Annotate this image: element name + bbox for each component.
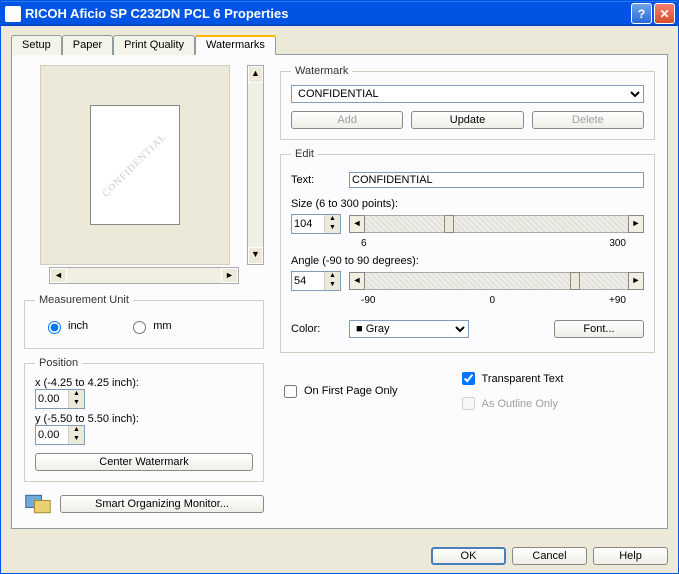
first-page-only-checkbox[interactable]: On First Page Only (280, 369, 398, 413)
slider-right-icon[interactable]: ► (628, 215, 644, 233)
tab-strip: Setup Paper Print Quality Watermarks (11, 34, 668, 54)
transparent-text-checkbox[interactable]: Transparent Text (458, 369, 564, 388)
monitor-icon (24, 490, 52, 518)
text-label: Text: (291, 174, 341, 186)
watermark-legend: Watermark (291, 65, 352, 77)
preview-area: CONFIDENTIAL (40, 65, 230, 265)
printer-icon (5, 6, 21, 22)
radio-mm-input[interactable] (133, 321, 146, 334)
position-x-input[interactable] (36, 390, 68, 408)
preview-hscroll[interactable]: ◄ ► (49, 267, 239, 284)
scroll-up-icon[interactable]: ▲ (248, 66, 263, 83)
preview-watermark-text: CONFIDENTIAL (100, 131, 168, 199)
angle-spinner[interactable]: ▲▼ (291, 271, 341, 291)
delete-button: Delete (532, 111, 644, 129)
cancel-button[interactable]: Cancel (512, 547, 587, 565)
smart-organizing-monitor-button[interactable]: Smart Organizing Monitor... (60, 495, 264, 513)
properties-dialog: RICOH Aficio SP C232DN PCL 6 Properties … (0, 0, 679, 574)
position-y-label: y (-5.50 to 5.50 inch): (35, 413, 253, 425)
edit-legend: Edit (291, 148, 318, 160)
text-input[interactable] (349, 172, 644, 188)
tab-watermarks[interactable]: Watermarks (195, 35, 276, 55)
titlebar: RICOH Aficio SP C232DN PCL 6 Properties … (1, 1, 678, 26)
position-x-label: x (-4.25 to 4.25 inch): (35, 377, 253, 389)
slider-left-icon[interactable]: ◄ (349, 272, 365, 290)
client-area: Setup Paper Print Quality Watermarks CON… (1, 26, 678, 539)
scroll-right-icon[interactable]: ► (221, 268, 238, 283)
size-slider[interactable]: ◄ ► (349, 215, 644, 233)
scroll-left-icon[interactable]: ◄ (50, 268, 67, 283)
spin-up-icon[interactable]: ▲ (324, 272, 340, 281)
spin-down-icon[interactable]: ▼ (68, 435, 84, 444)
color-select[interactable]: ■ Gray (349, 320, 469, 338)
position-y-spinner[interactable]: ▲▼ (35, 425, 85, 445)
ok-button[interactable]: OK (431, 547, 506, 565)
position-y-input[interactable] (36, 426, 68, 444)
angle-min: -90 (361, 295, 375, 306)
radio-mm[interactable]: mm (128, 318, 171, 334)
edit-group: Edit Text: Size (6 to 300 points): ▲▼ (280, 148, 655, 353)
spin-up-icon[interactable]: ▲ (68, 390, 84, 399)
angle-input[interactable] (292, 272, 324, 290)
as-outline-only-checkbox: As Outline Only (458, 394, 564, 413)
tab-print-quality[interactable]: Print Quality (113, 35, 195, 55)
spin-down-icon[interactable]: ▼ (324, 224, 340, 233)
size-input[interactable] (292, 215, 324, 233)
angle-max: +90 (609, 295, 626, 306)
position-group: Position x (-4.25 to 4.25 inch): ▲▼ y (-… (24, 357, 264, 482)
window-title: RICOH Aficio SP C232DN PCL 6 Properties (25, 6, 629, 21)
measurement-unit-group: Measurement Unit inch mm (24, 294, 264, 349)
watermark-select[interactable]: CONFIDENTIAL (291, 85, 644, 103)
position-x-spinner[interactable]: ▲▼ (35, 389, 85, 409)
first-page-only-input[interactable] (284, 385, 297, 398)
tab-setup[interactable]: Setup (11, 35, 62, 55)
dialog-footer: OK Cancel Help (1, 539, 678, 573)
update-button[interactable]: Update (411, 111, 523, 129)
size-max: 300 (609, 238, 626, 249)
center-watermark-button[interactable]: Center Watermark (35, 453, 253, 471)
spin-up-icon[interactable]: ▲ (68, 426, 84, 435)
spin-down-icon[interactable]: ▼ (324, 281, 340, 290)
add-button: Add (291, 111, 403, 129)
angle-label: Angle (-90 to 90 degrees): (291, 255, 644, 267)
watermark-group: Watermark CONFIDENTIAL Add Update Delete (280, 65, 655, 140)
size-min: 6 (361, 238, 367, 249)
tab-paper[interactable]: Paper (62, 35, 113, 55)
position-legend: Position (35, 357, 82, 369)
close-button[interactable]: ✕ (654, 3, 675, 24)
angle-slider[interactable]: ◄ ► (349, 272, 644, 290)
size-label: Size (6 to 300 points): (291, 198, 644, 210)
tab-panel-watermarks: CONFIDENTIAL ▲ ▼ ◄ ► Measurement Unit (11, 54, 668, 529)
preview-page: CONFIDENTIAL (90, 105, 180, 225)
angle-mid: 0 (489, 295, 495, 306)
size-spinner[interactable]: ▲▼ (291, 214, 341, 234)
spin-down-icon[interactable]: ▼ (68, 399, 84, 408)
help-button-titlebar[interactable]: ? (631, 3, 652, 24)
font-button[interactable]: Font... (554, 320, 644, 338)
spin-up-icon[interactable]: ▲ (324, 215, 340, 224)
measurement-legend: Measurement Unit (35, 294, 133, 306)
transparent-text-input[interactable] (462, 372, 475, 385)
help-button[interactable]: Help (593, 547, 668, 565)
slider-left-icon[interactable]: ◄ (349, 215, 365, 233)
color-label: Color: (291, 323, 341, 335)
scroll-down-icon[interactable]: ▼ (248, 247, 263, 264)
radio-inch-input[interactable] (48, 321, 61, 334)
as-outline-only-input (462, 397, 475, 410)
slider-right-icon[interactable]: ► (628, 272, 644, 290)
preview-vscroll[interactable]: ▲ ▼ (247, 65, 264, 265)
radio-inch[interactable]: inch (43, 318, 88, 334)
